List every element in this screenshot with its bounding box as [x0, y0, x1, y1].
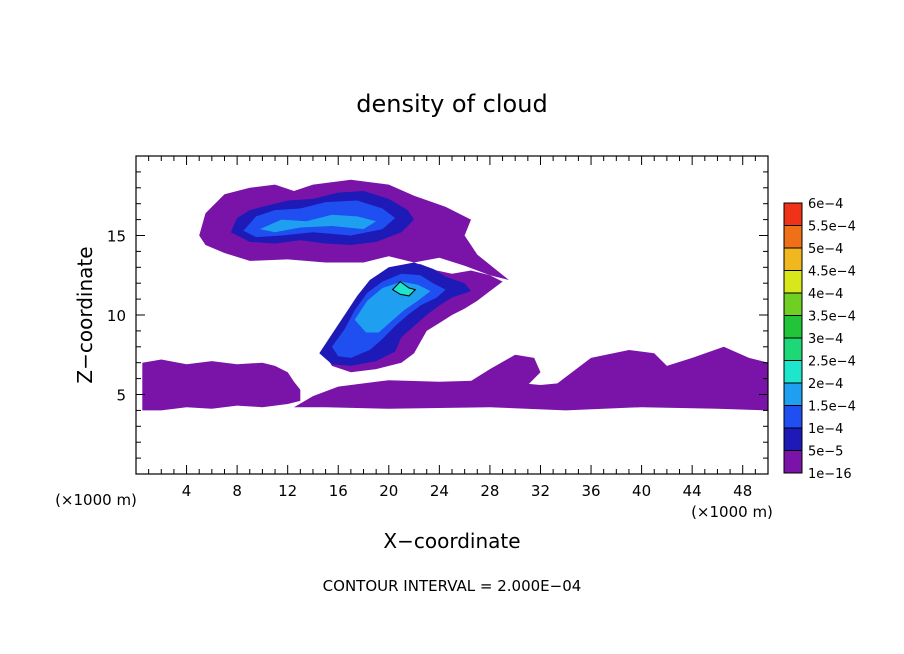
- colorbar-label: 5e−5: [808, 445, 843, 460]
- x-tick-label: 28: [480, 482, 499, 500]
- y-tick-label: 15: [107, 228, 126, 246]
- colorbar-swatch: [784, 383, 802, 406]
- density-field: [142, 179, 768, 411]
- colorbar-swatch: [784, 315, 802, 339]
- x-tick-label: 16: [329, 482, 348, 500]
- x-tick-label: 48: [733, 482, 752, 500]
- density-region: [354, 281, 431, 333]
- colorbar-label: 2.5e−4: [808, 355, 856, 370]
- colorbar-label: 2e−4: [808, 377, 843, 392]
- x-tick-label: 36: [581, 482, 600, 500]
- colorbar-swatch: [784, 338, 802, 361]
- colorbar-label: 1.5e−4: [808, 400, 856, 415]
- x-tick-label: 4: [182, 482, 192, 500]
- contour-interval-note: CONTOUR INTERVAL = 2.000E−04: [323, 577, 582, 595]
- colorbar-swatch: [784, 450, 802, 474]
- density-region: [553, 346, 768, 387]
- x-tick-label: 44: [683, 482, 702, 500]
- chart-title: density of cloud: [356, 90, 547, 118]
- axis-ticks: [136, 156, 768, 474]
- density-region: [391, 280, 417, 297]
- colorbar-label: 3.5e−4: [808, 310, 856, 325]
- x-tick-label: 40: [632, 482, 651, 500]
- x-unit-right: (×1000 m): [691, 503, 773, 521]
- colorbar-label: 5.5e−4: [808, 220, 856, 235]
- colorbar-swatch: [784, 293, 802, 316]
- y-tick-label: 10: [107, 307, 126, 325]
- colorbar-label: 3e−4: [808, 332, 843, 347]
- x-tick-label: 32: [531, 482, 550, 500]
- density-region: [142, 359, 301, 411]
- x-unit-left: (×1000 m): [55, 491, 137, 509]
- colorbar-swatch: [784, 248, 802, 271]
- y-tick-labels: 5 10 15: [107, 228, 126, 405]
- colorbar-swatch: [784, 405, 802, 429]
- colorbar-label: 5e−4: [808, 242, 843, 257]
- colorbar-swatch: [784, 360, 802, 384]
- x-axis-label: X−coordinate: [383, 529, 520, 553]
- x-tick-label: 20: [379, 482, 398, 500]
- y-tick-label: 5: [116, 387, 126, 405]
- colorbar-label: 1e−4: [808, 422, 843, 437]
- colorbar-label: 4.5e−4: [808, 265, 856, 280]
- colorbar-label: 4e−4: [808, 287, 843, 302]
- colorbar-label: 1e−16: [808, 467, 852, 482]
- x-tick-label: 8: [232, 482, 242, 500]
- colorbar-swatch: [784, 225, 802, 249]
- colorbar-label: 6e−4: [808, 197, 843, 212]
- x-tick-label: 24: [430, 482, 449, 500]
- density-region: [259, 214, 377, 233]
- x-tick-label: 12: [278, 482, 297, 500]
- density-region: [464, 354, 541, 385]
- colorbar-swatch: [784, 203, 802, 226]
- colorbar-swatch: [784, 270, 802, 294]
- colorbar-swatch: [784, 428, 802, 451]
- y-axis-label: Z−coordinate: [73, 246, 97, 383]
- x-tick-labels: 4 8 12 16 20 24 28 32 36 40 44 48: [182, 482, 752, 500]
- colorbar: 1e−16 5e−5 1e−4 1.5e−4 2e−4 2.5e−4 3e−4 3.5e−4 4…: [783, 197, 856, 482]
